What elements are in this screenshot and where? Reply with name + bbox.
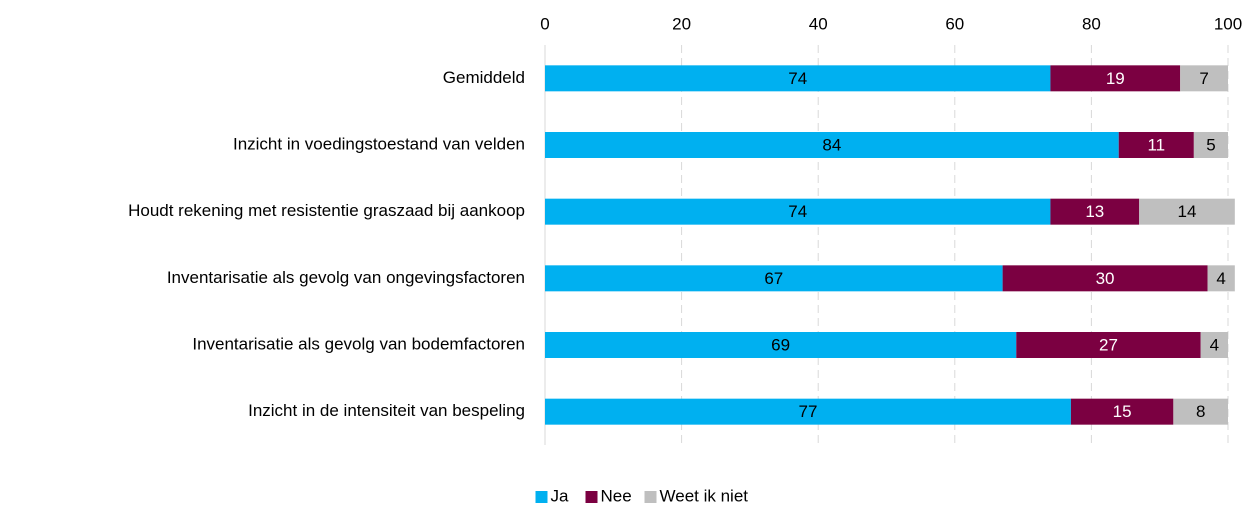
legend-label: Ja xyxy=(551,486,570,505)
x-tick-label: 40 xyxy=(809,14,828,33)
bar-segment xyxy=(1193,132,1228,158)
bar-segment xyxy=(545,265,1003,292)
category-label: Inventarisatie als gevolg van ongevingsf… xyxy=(167,268,525,287)
bar-segment xyxy=(545,65,1051,92)
bar-segment xyxy=(545,332,1017,358)
bar-segment xyxy=(1050,65,1181,92)
value-label: 8 xyxy=(1196,402,1205,421)
value-label: 69 xyxy=(771,335,790,354)
bar-segment xyxy=(1118,132,1194,158)
value-label: 4 xyxy=(1210,335,1219,354)
value-label: 14 xyxy=(1178,202,1197,221)
value-label: 74 xyxy=(788,202,807,221)
legend-swatch xyxy=(535,491,548,503)
value-label: 19 xyxy=(1106,69,1125,88)
bar-segment xyxy=(1139,198,1235,225)
x-tick-label: 0 xyxy=(540,14,549,33)
category-label: Inzicht in voedingstoestand van velden xyxy=(233,134,525,153)
value-label: 74 xyxy=(788,69,807,88)
bar-segment xyxy=(545,198,1051,225)
legend-swatch xyxy=(585,491,598,503)
bar-segment xyxy=(1016,332,1201,358)
category-label: Inventarisatie als gevolg van bodemfacto… xyxy=(192,334,525,353)
legend-swatch xyxy=(644,491,657,503)
value-label: 15 xyxy=(1113,402,1132,421)
value-label: 11 xyxy=(1147,135,1165,154)
bar-segment xyxy=(1002,265,1208,292)
x-tick-label: 60 xyxy=(945,14,964,33)
value-label: 4 xyxy=(1216,269,1225,288)
value-label: 30 xyxy=(1096,269,1115,288)
category-label: Houdt rekening met resistentie graszaad … xyxy=(128,201,525,220)
value-label: 67 xyxy=(764,269,783,288)
value-label: 84 xyxy=(822,135,841,154)
x-tick-label: 80 xyxy=(1082,14,1101,33)
bar-segment xyxy=(1173,398,1228,425)
value-label: 7 xyxy=(1199,69,1208,88)
category-label: Inzicht in de intensiteit van bespeling xyxy=(248,401,525,420)
bar-segment xyxy=(545,398,1071,425)
bar-segment xyxy=(1050,198,1140,225)
bar-segment xyxy=(1180,65,1228,92)
value-label: 5 xyxy=(1206,135,1215,154)
bar-segment xyxy=(1207,265,1235,292)
value-label: 13 xyxy=(1085,202,1104,221)
legend-label: Nee xyxy=(601,486,632,505)
category-label: Gemiddeld xyxy=(443,68,525,87)
x-tick-label: 20 xyxy=(672,14,691,33)
bar-segment xyxy=(1200,332,1228,358)
legend-label: Weet ik niet xyxy=(660,486,749,505)
value-label: 77 xyxy=(798,402,817,421)
x-tick-label: 100 xyxy=(1214,14,1242,33)
bar-segment xyxy=(545,132,1119,158)
bar-segment xyxy=(1070,398,1174,425)
value-label: 27 xyxy=(1099,335,1118,354)
